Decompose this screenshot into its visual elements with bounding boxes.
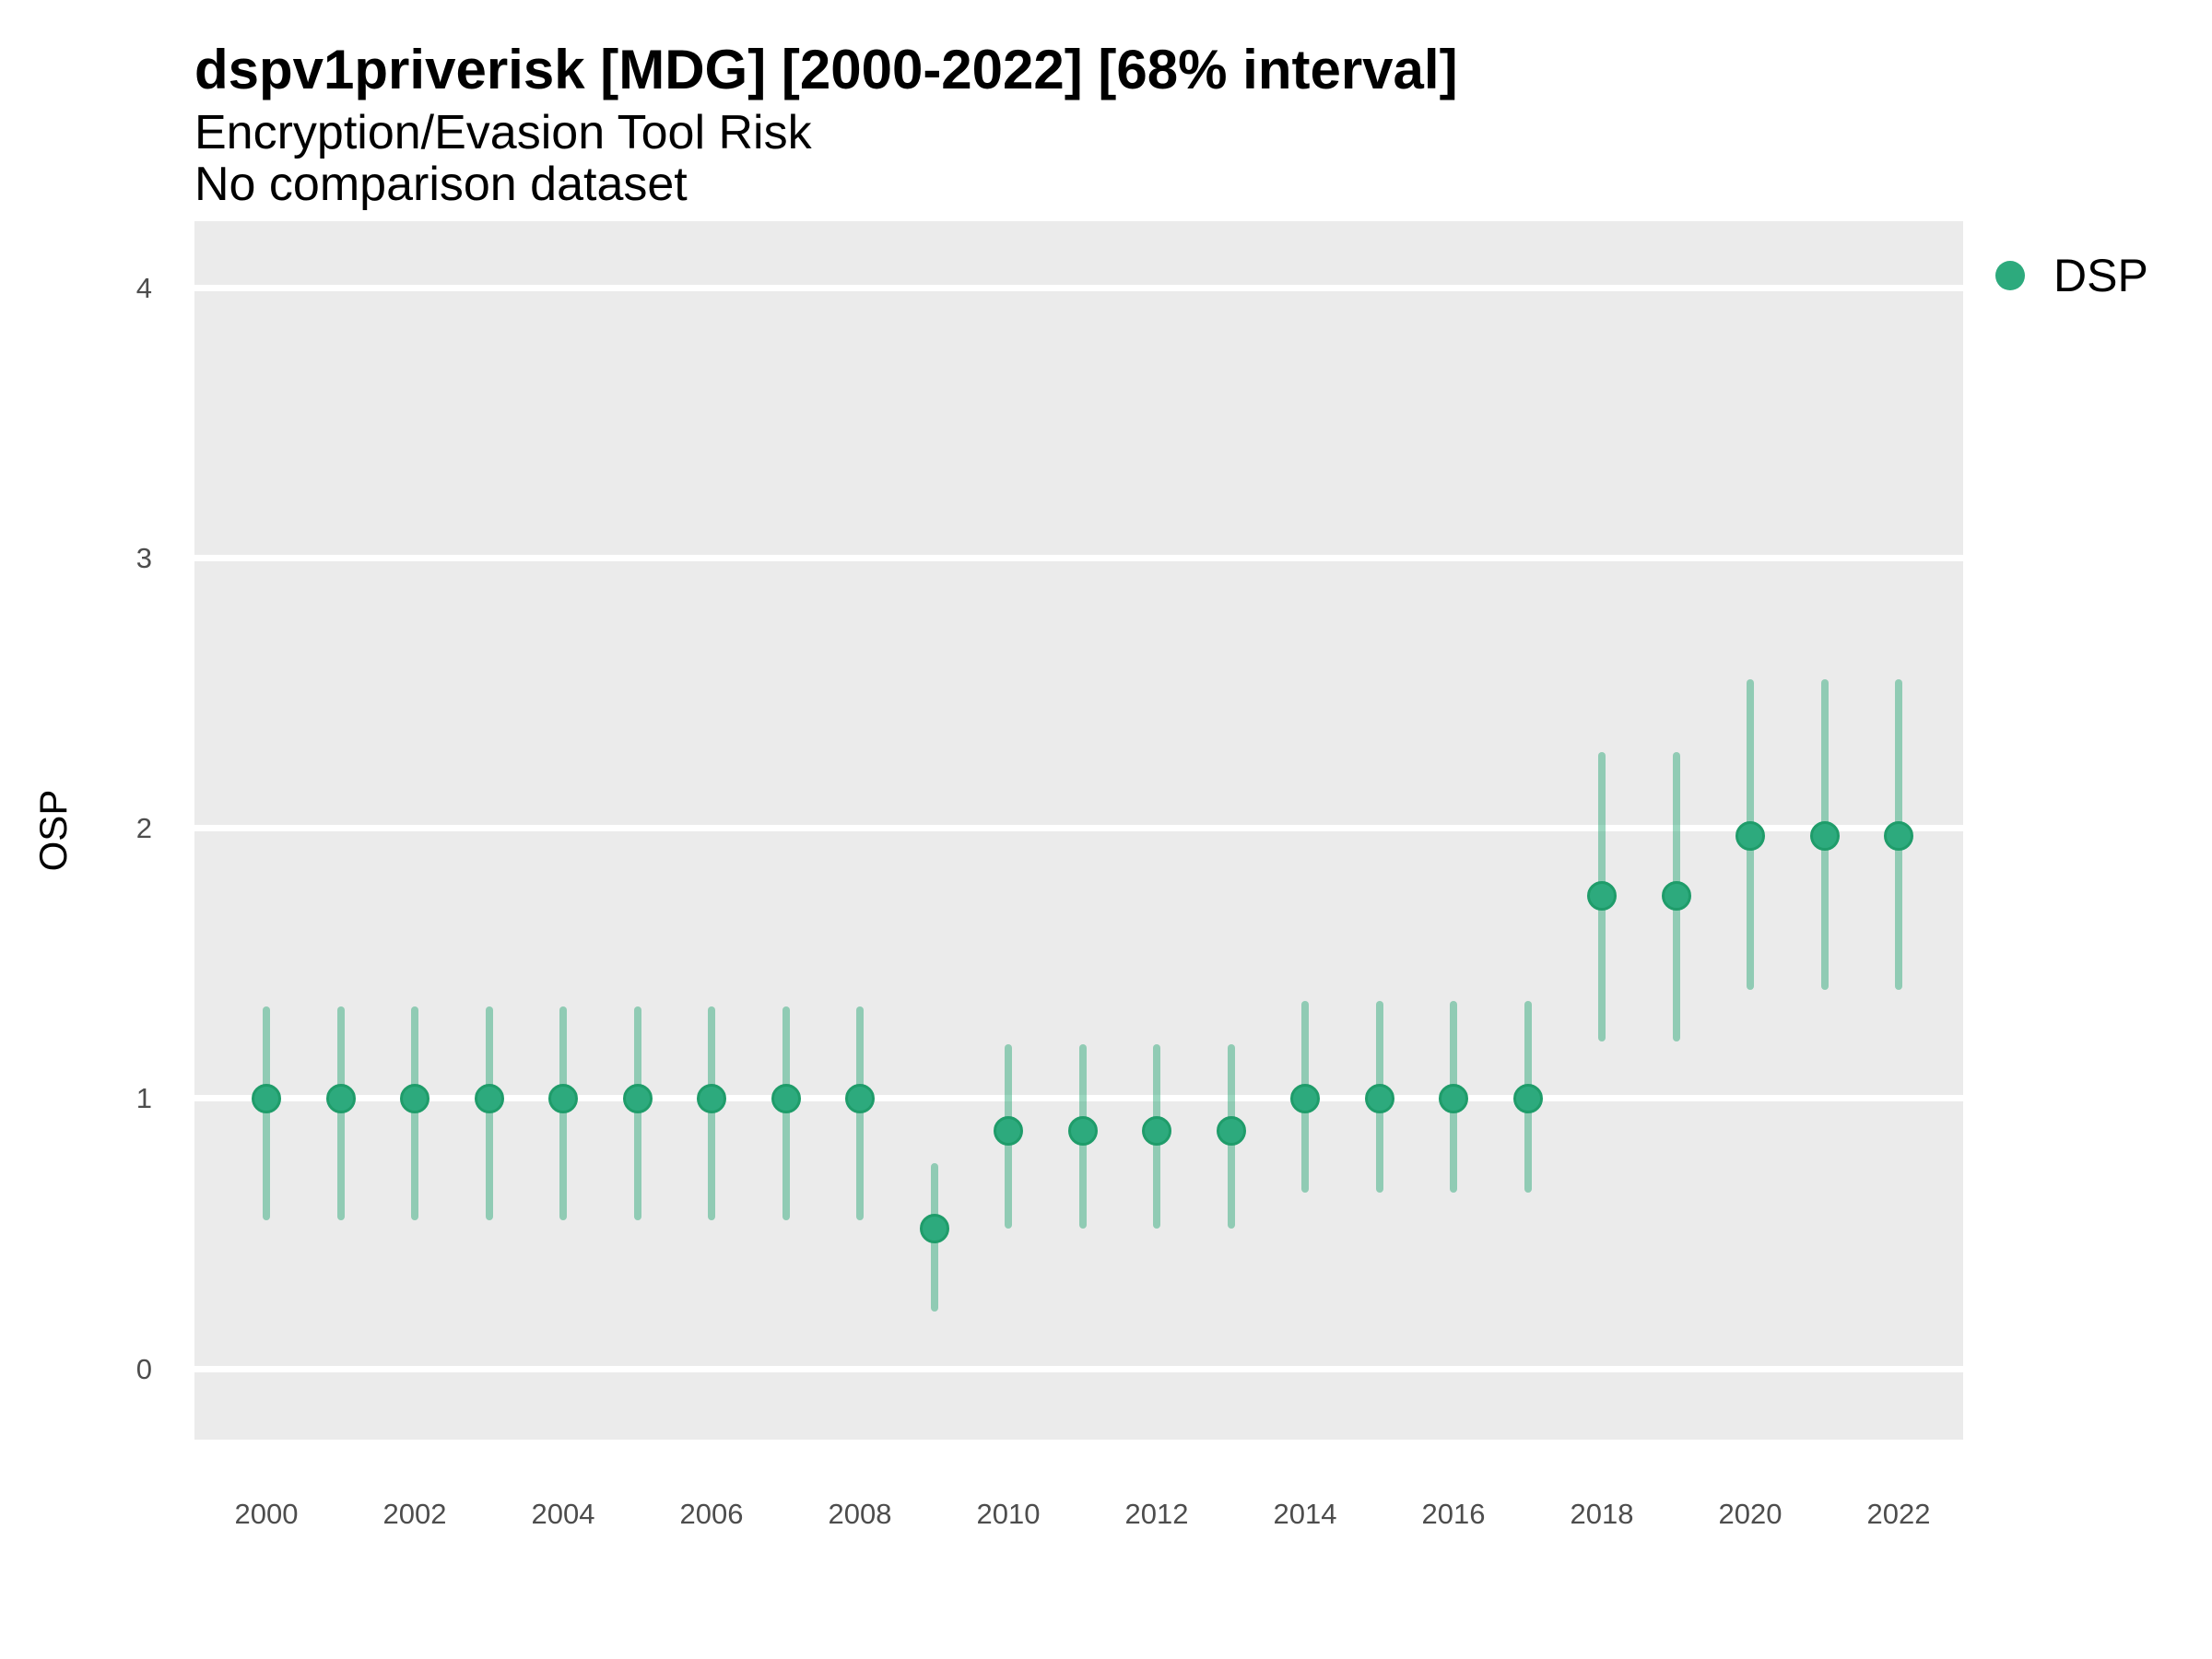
legend-label: DSP	[2053, 250, 2148, 301]
interval-bar-2007	[782, 1006, 790, 1220]
x-tick-label-2020: 2020	[1718, 1498, 1783, 1530]
gridline-4	[194, 284, 1963, 291]
data-point-2007	[771, 1083, 801, 1113]
gridline-2	[194, 825, 1963, 831]
gridline-3	[194, 554, 1963, 561]
data-point-2012	[1142, 1115, 1171, 1146]
x-tick-label-2010: 2010	[976, 1498, 1041, 1530]
data-point-2016	[1439, 1083, 1468, 1113]
gridline-0	[194, 1365, 1963, 1372]
plot-panel	[194, 221, 1963, 1440]
data-point-2006	[697, 1083, 726, 1113]
interval-bar-2008	[856, 1006, 864, 1220]
y-tick-label-2: 2	[135, 812, 152, 844]
data-point-2022	[1884, 821, 1913, 852]
x-tick-label-2014: 2014	[1273, 1498, 1337, 1530]
plot-subtitle: Encryption/Evasion Tool Risk	[194, 106, 812, 159]
x-tick-label-2008: 2008	[828, 1498, 892, 1530]
data-point-2002	[400, 1083, 429, 1113]
interval-bar-2002	[411, 1006, 418, 1220]
data-point-2009	[919, 1213, 949, 1243]
data-point-2003	[474, 1083, 504, 1113]
data-point-2019	[1661, 880, 1691, 911]
interval-bar-2003	[485, 1006, 493, 1220]
data-point-2020	[1735, 821, 1765, 852]
plot-title: dspv1priverisk [MDG] [2000-2022] [68% in…	[194, 39, 1458, 100]
y-tick-label-3: 3	[135, 541, 152, 574]
x-tick-label-2018: 2018	[1570, 1498, 1634, 1530]
interval-bar-2000	[263, 1006, 270, 1220]
data-point-2011	[1067, 1115, 1098, 1146]
legend: DSP	[1994, 250, 2206, 301]
data-point-2014	[1290, 1083, 1320, 1113]
data-point-2017	[1512, 1083, 1543, 1113]
data-point-2010	[994, 1115, 1023, 1146]
gridline-1	[194, 1095, 1963, 1102]
legend-point-swatch	[1995, 261, 2025, 290]
interval-bar-2004	[559, 1006, 567, 1220]
data-point-2001	[325, 1083, 356, 1113]
data-point-2004	[548, 1083, 578, 1113]
y-tick-label-4: 4	[135, 271, 152, 304]
data-point-2008	[845, 1083, 875, 1113]
x-tick-label-2016: 2016	[1421, 1498, 1486, 1530]
x-tick-label-2002: 2002	[382, 1498, 447, 1530]
x-tick-label-2004: 2004	[531, 1498, 595, 1530]
interval-bar-2005	[633, 1006, 641, 1220]
data-point-2005	[622, 1083, 653, 1113]
data-point-2015	[1364, 1083, 1394, 1113]
x-tick-label-2022: 2022	[1866, 1498, 1931, 1530]
y-tick-label-1: 1	[135, 1082, 152, 1115]
x-tick-label-2000: 2000	[234, 1498, 299, 1530]
x-tick-label-2012: 2012	[1124, 1498, 1189, 1530]
data-point-2000	[252, 1083, 281, 1113]
plot-caption: No comparison dataset	[194, 158, 688, 211]
x-tick-label-2006: 2006	[679, 1498, 744, 1530]
data-point-2021	[1809, 821, 1840, 852]
interval-bar-2006	[708, 1006, 715, 1220]
data-point-2018	[1587, 880, 1617, 911]
interval-bar-2001	[336, 1006, 345, 1220]
data-point-2013	[1216, 1115, 1246, 1146]
y-tick-label-0: 0	[135, 1352, 152, 1385]
